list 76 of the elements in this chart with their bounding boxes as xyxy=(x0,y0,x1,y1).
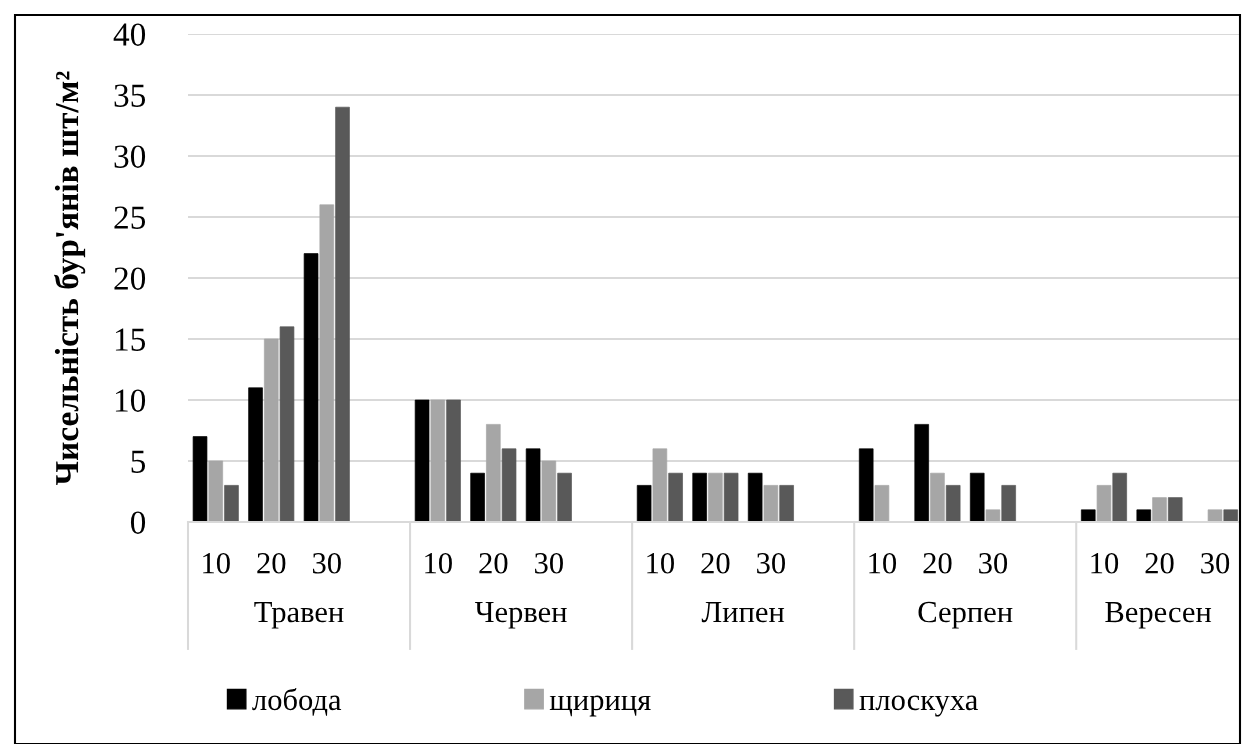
text: Травен xyxy=(254,602,344,629)
bar xyxy=(541,460,557,522)
bar xyxy=(858,448,874,522)
bar xyxy=(525,448,541,522)
x-tick-label: 10 xyxy=(203,552,230,574)
bar xyxy=(470,472,485,522)
bar xyxy=(636,485,652,522)
bar xyxy=(668,472,683,522)
bar xyxy=(652,448,668,522)
bar xyxy=(1080,509,1096,522)
bar xyxy=(708,472,723,522)
bar xyxy=(248,387,263,522)
y-tick-label: 15 xyxy=(115,328,146,351)
bar xyxy=(1001,485,1016,522)
bar xyxy=(1207,509,1223,522)
bar xyxy=(914,424,929,522)
x-tick-label: 10 xyxy=(425,552,452,574)
bar xyxy=(779,485,794,522)
bar xyxy=(1152,497,1167,522)
bar xyxy=(192,436,208,522)
bar xyxy=(692,472,707,522)
y-tick-label: 20 xyxy=(114,267,146,290)
y-tick-label: 0 xyxy=(130,511,146,534)
x-tick-label: 20 xyxy=(923,552,952,574)
bar xyxy=(335,106,350,522)
bar xyxy=(264,338,279,522)
bar xyxy=(985,509,1001,522)
bar xyxy=(303,253,319,522)
text: Вересен xyxy=(1105,602,1212,629)
legend-label: лобода xyxy=(252,688,342,716)
y-tick-label: 40 xyxy=(113,23,146,46)
x-tick-label: 30 xyxy=(535,552,563,574)
y-tick-label: 30 xyxy=(114,145,146,168)
y-axis-title: Чисельність бур'янів шт/м² xyxy=(54,71,86,485)
x-tick-label: 30 xyxy=(312,552,341,574)
bar xyxy=(930,472,945,522)
text: Червен xyxy=(474,602,567,629)
bar xyxy=(414,399,430,522)
x-tick-label: 20 xyxy=(701,552,730,574)
y-tick-label: 5 xyxy=(131,450,146,473)
bar xyxy=(446,399,461,522)
y-tick-label: 25 xyxy=(114,206,146,229)
x-tick-label: 20 xyxy=(479,552,508,574)
x-tick-label: 20 xyxy=(1145,552,1174,574)
x-tick-label: 20 xyxy=(257,552,286,574)
x-tick-label: 30 xyxy=(757,552,786,574)
bar xyxy=(279,326,295,522)
bar xyxy=(874,485,890,522)
x-tick-label: 10 xyxy=(647,552,674,574)
text: Липен xyxy=(701,602,785,623)
bar xyxy=(1096,485,1112,522)
bar xyxy=(430,399,446,522)
bar xyxy=(1136,509,1152,522)
bar xyxy=(747,472,763,522)
bar xyxy=(1223,509,1239,522)
x-tick-label: 30 xyxy=(1201,552,1230,574)
bar xyxy=(1167,497,1183,522)
bar xyxy=(969,472,985,522)
bar xyxy=(224,485,239,522)
x-tick-label: 30 xyxy=(979,552,1008,574)
bar xyxy=(557,472,572,522)
text: Серпен xyxy=(918,601,1013,629)
bar xyxy=(486,424,501,522)
x-tick-label: 10 xyxy=(1091,552,1119,574)
legend-label: плоскуха xyxy=(859,695,978,717)
x-tick-label: 10 xyxy=(869,552,897,574)
y-tick-label: 10 xyxy=(115,389,146,412)
bar xyxy=(208,460,224,522)
bar xyxy=(763,485,779,522)
y-tick-label: 35 xyxy=(114,84,146,107)
bar xyxy=(723,472,739,522)
bar xyxy=(319,204,335,522)
bar xyxy=(945,485,961,522)
legend-label: щириця xyxy=(549,695,651,717)
bar xyxy=(1112,472,1127,522)
bar xyxy=(501,448,517,522)
